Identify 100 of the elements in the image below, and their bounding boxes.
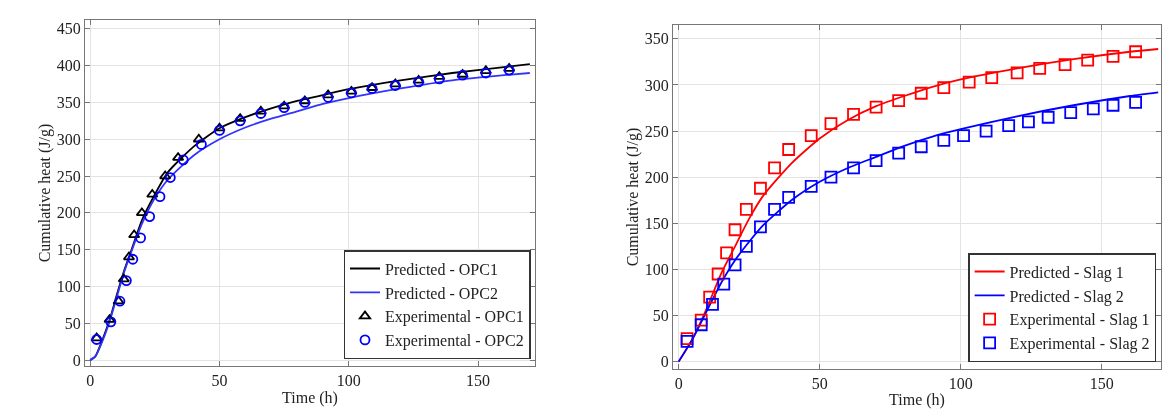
point <box>1002 119 1016 132</box>
point <box>728 258 742 272</box>
point <box>694 318 708 332</box>
legend-label: Predicted - OPC1 <box>385 260 498 278</box>
point <box>782 143 796 156</box>
x-axis-title: Time (h) <box>282 389 338 408</box>
x-tick-label: 150 <box>1089 375 1114 393</box>
point <box>804 179 818 193</box>
point <box>962 75 976 89</box>
point <box>782 191 796 204</box>
point <box>255 108 267 119</box>
point <box>979 124 993 138</box>
legend-label: Predicted - OPC2 <box>385 284 498 302</box>
point <box>1064 106 1078 120</box>
point <box>144 211 156 222</box>
point <box>703 290 717 304</box>
y-axis-title: Cumulative heat (J/g) <box>35 123 54 263</box>
point <box>164 172 176 183</box>
point <box>322 89 335 99</box>
point <box>1058 58 1072 72</box>
point <box>135 232 146 244</box>
legend-label: Predicted - Slag 1 <box>1009 263 1124 282</box>
point <box>480 67 492 79</box>
point <box>824 170 838 184</box>
point <box>345 87 357 99</box>
point <box>195 139 207 150</box>
point <box>105 316 117 328</box>
point <box>1106 98 1120 112</box>
point <box>847 108 860 121</box>
point <box>1106 49 1120 63</box>
point <box>824 117 838 131</box>
point <box>937 133 951 147</box>
point <box>128 229 141 239</box>
y-tick-label: 250 <box>644 122 669 140</box>
point <box>154 191 166 203</box>
x-tick-label: 50 <box>811 375 828 393</box>
point <box>768 203 781 216</box>
y-tick-label: 0 <box>72 351 81 369</box>
point <box>914 86 928 100</box>
point <box>214 125 225 136</box>
point <box>847 161 860 175</box>
point <box>413 76 425 88</box>
point <box>985 71 999 84</box>
legend-label: Experimental - OPC2 <box>385 332 524 351</box>
point <box>177 154 189 166</box>
legend-label: Predicted - Slag 2 <box>1009 287 1124 306</box>
legend-label: Experimental - Slag 1 <box>1009 311 1150 330</box>
point <box>937 81 951 95</box>
point <box>728 223 742 237</box>
point <box>234 115 246 127</box>
point <box>717 277 731 291</box>
point <box>135 207 148 217</box>
point <box>322 91 334 103</box>
y-tick-label: 0 <box>660 353 669 371</box>
point <box>892 94 906 108</box>
x-tick-label: 0 <box>86 372 95 390</box>
y-axis-title: Cumulative heat (J/g) <box>623 127 642 267</box>
y-tick-label: 150 <box>56 241 81 259</box>
point <box>914 140 928 154</box>
x-axis-title: Time (h) <box>889 390 945 409</box>
point <box>254 105 267 115</box>
point <box>754 181 767 195</box>
point <box>1129 96 1143 109</box>
point <box>503 64 515 76</box>
x-tick-label: 150 <box>466 372 491 390</box>
point <box>869 154 883 167</box>
point <box>192 133 205 143</box>
point <box>869 100 883 114</box>
y-tick-label: 250 <box>56 167 81 185</box>
point <box>1022 115 1035 129</box>
point <box>768 161 781 175</box>
y-tick-label: 50 <box>652 307 669 325</box>
y-tick-label: 200 <box>56 204 81 222</box>
point <box>1081 53 1095 67</box>
point <box>1033 61 1047 75</box>
point <box>159 170 172 180</box>
point <box>957 129 970 143</box>
y-tick-label: 350 <box>644 30 669 48</box>
point <box>1010 66 1024 80</box>
point <box>1129 45 1143 59</box>
point <box>122 251 136 261</box>
y-tick-label: 450 <box>56 20 81 38</box>
point <box>706 298 719 311</box>
y-tick-label: 300 <box>644 76 669 94</box>
point <box>739 239 753 253</box>
point <box>1086 102 1100 116</box>
y-tick-label: 350 <box>56 94 81 112</box>
point <box>127 253 139 265</box>
y-tick-label: 300 <box>56 130 81 148</box>
legend-label: Experimental - Slag 2 <box>1009 335 1150 354</box>
y-tick-label: 150 <box>644 214 669 232</box>
point <box>213 122 226 132</box>
point <box>804 129 818 143</box>
x-tick-label: 100 <box>948 375 973 393</box>
y-tick-label: 100 <box>644 261 669 278</box>
point <box>739 203 753 216</box>
point <box>1041 110 1055 124</box>
point <box>412 74 425 84</box>
x-tick-label: 0 <box>674 375 683 393</box>
legend-label: Experimental - OPC1 <box>385 308 524 327</box>
